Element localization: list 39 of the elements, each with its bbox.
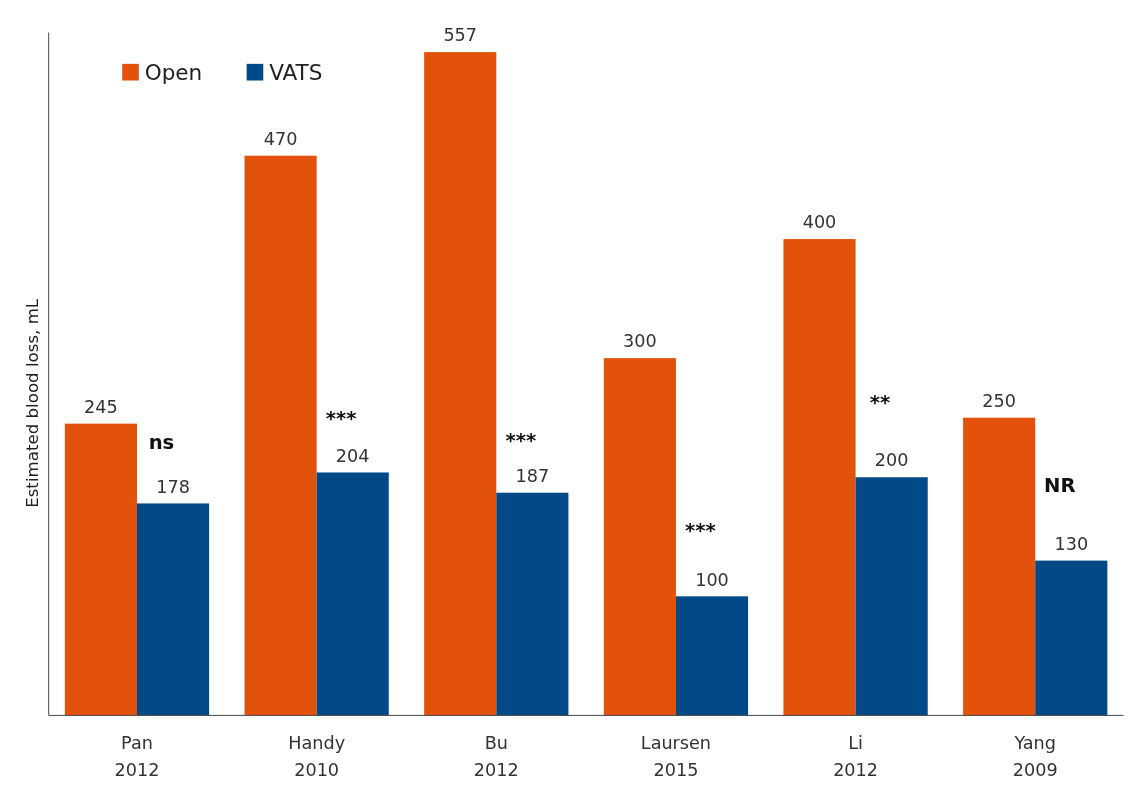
bar (424, 52, 497, 716)
data-label: 245 (84, 396, 118, 417)
data-label: 100 (695, 569, 729, 590)
x-tick-label: Yang 2009 (1012, 732, 1058, 781)
bar (603, 358, 676, 716)
annotation: *** (325, 406, 357, 430)
y-axis-title: Estimated blood loss, mL (22, 298, 42, 508)
legend-label: VATS (269, 59, 323, 85)
x-tick-label: Pan 2012 (114, 732, 160, 781)
bar (963, 417, 1036, 716)
bar (136, 503, 210, 716)
annotation: NR (1044, 473, 1076, 497)
x-tick-label: Bu 2012 (473, 732, 519, 781)
x-tick-label: Li 2012 (833, 732, 879, 781)
legend-label: Open (144, 59, 203, 85)
data-label: 187 (515, 465, 550, 486)
bar (783, 239, 856, 716)
data-label: 400 (802, 212, 837, 233)
bar (64, 423, 137, 716)
x-tick-label: Laursen 2015 (640, 732, 712, 781)
data-label: 200 (874, 450, 909, 471)
bar (496, 492, 569, 716)
bar (675, 596, 749, 716)
data-label: 250 (982, 390, 1016, 411)
data-label: 178 (156, 476, 190, 497)
data-label: 557 (443, 25, 478, 46)
bar (316, 472, 389, 716)
bar (1035, 560, 1108, 716)
annotation: *** (505, 429, 537, 453)
data-label: 300 (623, 331, 657, 352)
bar (855, 477, 928, 716)
bar (244, 155, 317, 716)
data-label: 130 (1054, 533, 1089, 554)
data-label: 470 (263, 128, 298, 149)
data-label: 204 (335, 445, 370, 466)
annotation: *** (685, 518, 716, 542)
annotation: ** (869, 391, 891, 415)
annotation: ns (148, 430, 175, 454)
x-tick-label: Handy 2010 (288, 732, 346, 781)
